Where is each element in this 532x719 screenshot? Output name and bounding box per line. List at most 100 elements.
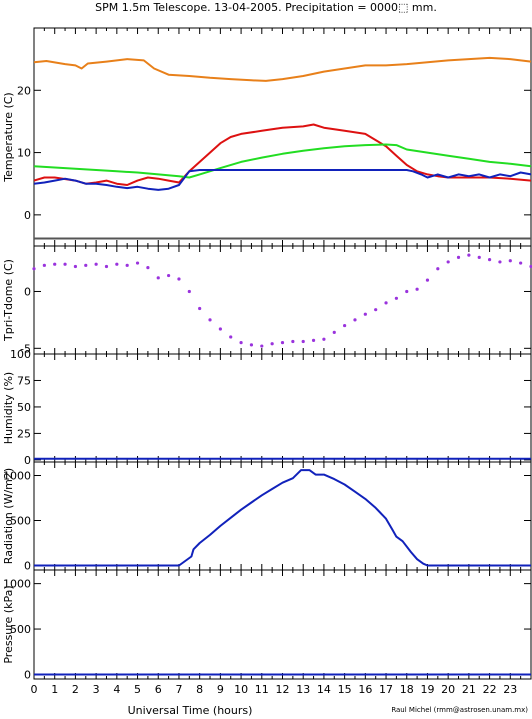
data-point	[146, 266, 150, 270]
y-tick-label: 1000	[3, 578, 31, 591]
y-tick-label: 10	[17, 147, 31, 160]
x-tick-label: 18	[400, 683, 414, 696]
data-point	[187, 289, 191, 294]
data-point	[135, 261, 140, 265]
data-point	[208, 318, 212, 322]
data-point	[467, 253, 471, 257]
data-point	[498, 260, 502, 264]
data-point	[229, 335, 233, 339]
x-tick-label: 1	[51, 683, 58, 696]
data-point	[353, 318, 357, 322]
data-point	[405, 289, 409, 294]
data-point	[519, 261, 523, 265]
data-point	[363, 312, 367, 316]
series-line-blue	[33, 169, 532, 191]
data-point	[384, 301, 388, 305]
x-tick-label: 21	[462, 683, 476, 696]
y-tick-label: 1000	[3, 470, 31, 483]
data-point	[425, 278, 430, 282]
data-point	[322, 337, 326, 341]
data-point	[270, 342, 274, 346]
data-point	[260, 344, 264, 348]
x-tick-label: 9	[217, 683, 224, 696]
series-line-green	[33, 143, 532, 179]
data-point	[436, 267, 440, 271]
data-point	[249, 343, 254, 347]
data-point	[477, 255, 481, 259]
x-tick-label: 5	[134, 683, 141, 696]
data-point	[529, 264, 532, 269]
x-tick-label: 2	[72, 683, 79, 696]
x-tick-label: 4	[113, 683, 120, 696]
data-point	[239, 341, 243, 345]
x-tick-label: 3	[93, 683, 100, 696]
y-tick-label: 0	[24, 285, 31, 298]
data-point	[301, 339, 305, 344]
data-point	[280, 341, 285, 345]
data-point	[156, 276, 160, 280]
x-tick-label: 20	[441, 683, 455, 696]
y-tick-label: 50	[17, 401, 31, 414]
y-axis-label: Temperature (C)	[2, 92, 15, 182]
x-tick-label: 19	[420, 683, 434, 696]
series-line-red	[33, 123, 532, 186]
data-point	[63, 262, 67, 266]
y-tick-label: 500	[10, 623, 31, 636]
data-point	[125, 263, 129, 267]
series-line-orange	[33, 56, 532, 82]
series-line-blue	[34, 469, 531, 567]
data-point	[332, 330, 336, 334]
data-point	[374, 308, 378, 312]
x-axis-label: Universal Time (hours)	[128, 704, 253, 717]
x-tick-label: 14	[317, 683, 331, 696]
data-point	[508, 259, 512, 263]
x-tick-label: 15	[338, 683, 352, 696]
data-point	[343, 323, 347, 328]
chart-title: SPM 1.5m Telescope. 13-04-2005. Precipit…	[95, 1, 437, 14]
data-point	[42, 263, 46, 267]
data-point	[73, 264, 78, 269]
y-tick-label: 0	[24, 668, 31, 681]
data-point	[115, 262, 119, 266]
x-tick-label: 16	[358, 683, 372, 696]
data-point	[177, 277, 181, 281]
y-tick-label: 500	[10, 515, 31, 528]
x-tick-label: 6	[155, 683, 162, 696]
x-tick-label: 11	[255, 683, 269, 696]
x-tick-label: 7	[175, 683, 182, 696]
y-axis-label: Pressure (kPa)	[2, 585, 15, 663]
panel-frame	[33, 461, 532, 571]
x-tick-label: 12	[276, 683, 290, 696]
data-point	[198, 306, 202, 311]
x-tick-label: 23	[503, 683, 517, 696]
data-point	[291, 339, 295, 344]
y-tick-label: 0	[24, 209, 31, 222]
y-tick-label: 75	[17, 374, 31, 387]
credit-text: Raul Michel (rmm@astrosen.unam.mx)	[391, 706, 528, 714]
y-tick-label: 100	[10, 348, 31, 361]
x-tick-label: 0	[31, 683, 38, 696]
data-point	[84, 263, 88, 267]
y-axis-label: Radiation (W/m2)	[2, 468, 15, 564]
data-point	[32, 267, 36, 271]
panel-frame	[33, 353, 532, 463]
data-point	[218, 327, 222, 331]
panel-frame	[33, 245, 532, 355]
panel-2: -5 0 Tpri-Tdome (C)	[2, 245, 532, 355]
y-tick-label: -5	[20, 342, 31, 355]
data-point	[487, 258, 492, 262]
panel-3: 0 25 50 75 100 Humidity (%)	[2, 348, 532, 467]
x-tick-label: 8	[196, 683, 203, 696]
x-tick-label: 22	[483, 683, 497, 696]
y-tick-label: 25	[17, 427, 31, 440]
data-point	[167, 273, 171, 278]
data-point	[94, 262, 98, 266]
y-tick-label: 20	[17, 84, 31, 97]
y-tick-label: 0	[24, 560, 31, 573]
y-axis-label: Tpri-Tdome (C)	[2, 259, 15, 342]
